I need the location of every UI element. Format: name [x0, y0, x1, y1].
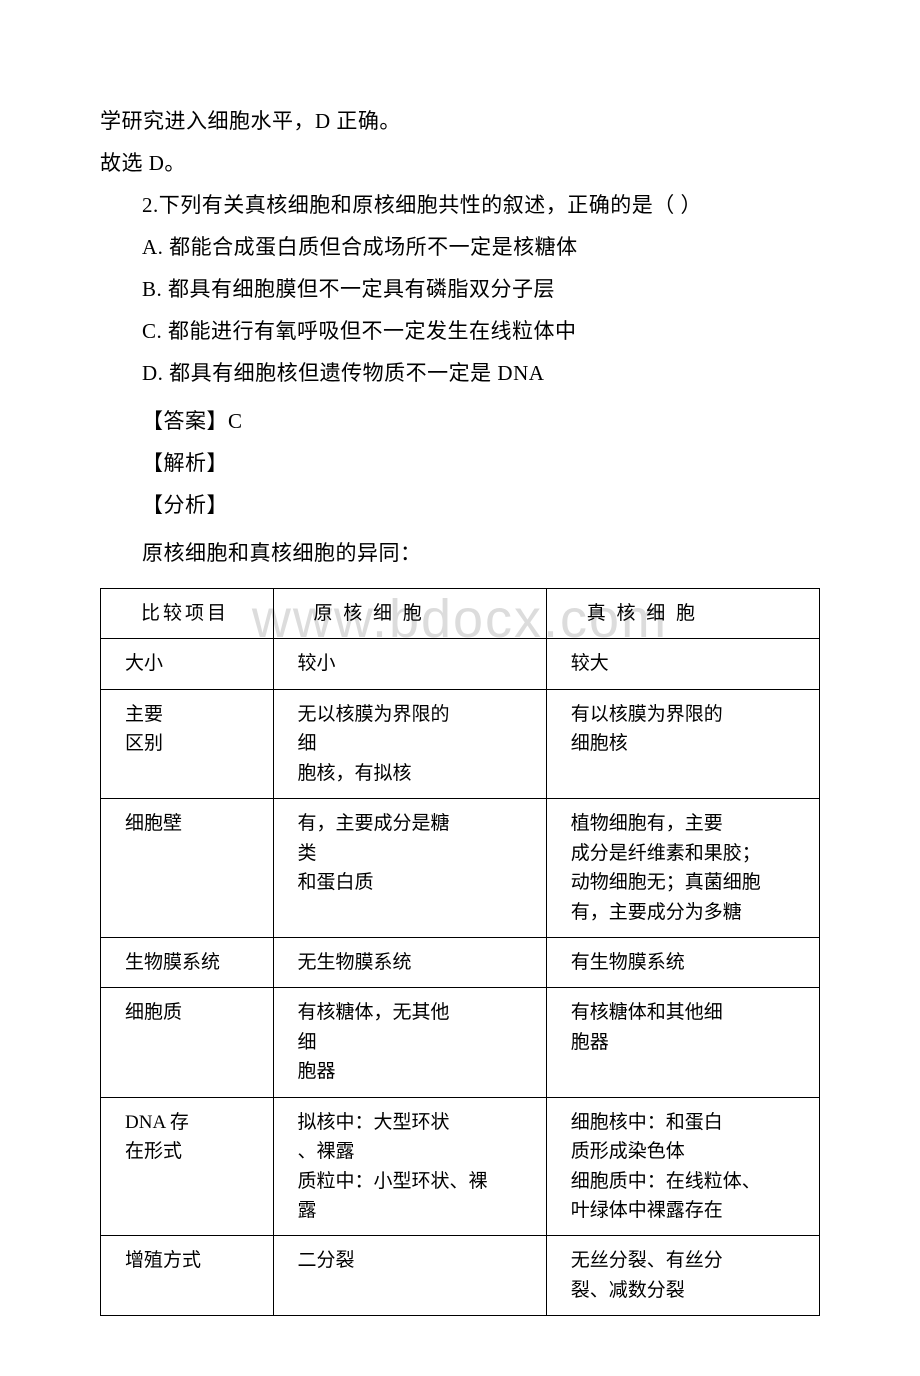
document-content: 学研究进入细胞水平，D 正确。 故选 D。 2.下列有关真核细胞和原核细胞共性的…: [100, 100, 820, 1316]
table-cell: 无以核膜为界限的细胞核，有拟核: [273, 689, 546, 798]
table-cell: 较大: [546, 639, 819, 689]
comparison-table: 比较项目原 核 细 胞真 核 细 胞大小较小较大主要区别无以核膜为界限的细胞核，…: [100, 588, 820, 1316]
table-cell: 有核糖体，无其他细胞器: [273, 988, 546, 1097]
table-row: 细胞质有核糖体，无其他细胞器有核糖体和其他细胞器: [101, 988, 820, 1097]
table-cell: 较小: [273, 639, 546, 689]
option-b: B. 都具有细胞膜但不一定具有磷脂双分子层: [100, 268, 820, 310]
table-cell: 无丝分裂、有丝分裂、减数分裂: [546, 1236, 819, 1316]
option-d: D. 都具有细胞核但遗传物质不一定是 DNA: [100, 352, 820, 394]
table-cell: 有核糖体和其他细胞器: [546, 988, 819, 1097]
table-cell: 有以核膜为界限的细胞核: [546, 689, 819, 798]
table-row: 大小较小较大: [101, 639, 820, 689]
table-cell: 细胞壁: [101, 799, 274, 938]
table-cell: 有生物膜系统: [546, 937, 819, 987]
table-row: 主要区别无以核膜为界限的细胞核，有拟核有以核膜为界限的细胞核: [101, 689, 820, 798]
table-cell: 大小: [101, 639, 274, 689]
table-cell: 增殖方式: [101, 1236, 274, 1316]
table-cell: 有，主要成分是糖类和蛋白质: [273, 799, 546, 938]
table-header-cell: 真 核 细 胞: [546, 589, 819, 639]
prev-explain-line2: 故选 D。: [100, 142, 820, 184]
table-cell: 二分裂: [273, 1236, 546, 1316]
analysis-label: 【分析】: [100, 484, 820, 526]
table-row: 细胞壁有，主要成分是糖类和蛋白质植物细胞有，主要成分是纤维素和果胶；动物细胞无；…: [101, 799, 820, 938]
table-cell: 拟核中：大型环状、裸露质粒中：小型环状、裸露: [273, 1097, 546, 1236]
table-header-cell: 原 核 细 胞: [273, 589, 546, 639]
question-stem: 2.下列有关真核细胞和原核细胞共性的叙述，正确的是（ ）: [100, 184, 820, 226]
table-row: 增殖方式二分裂无丝分裂、有丝分裂、减数分裂: [101, 1236, 820, 1316]
option-c: C. 都能进行有氧呼吸但不一定发生在线粒体中: [100, 310, 820, 352]
table-cell: 细胞质: [101, 988, 274, 1097]
table-cell: 主要区别: [101, 689, 274, 798]
table-header-cell: 比较项目: [101, 589, 274, 639]
table-cell: 细胞核中：和蛋白质形成染色体细胞质中：在线粒体、叶绿体中裸露存在: [546, 1097, 819, 1236]
table-cell: 无生物膜系统: [273, 937, 546, 987]
table-row: 比较项目原 核 细 胞真 核 细 胞: [101, 589, 820, 639]
option-a: A. 都能合成蛋白质但合成场所不一定是核糖体: [100, 226, 820, 268]
table-cell: 生物膜系统: [101, 937, 274, 987]
table-cell: DNA 存在形式: [101, 1097, 274, 1236]
prev-explain-line1: 学研究进入细胞水平，D 正确。: [100, 100, 820, 142]
answer-label: 【答案】C: [100, 400, 820, 442]
table-intro: 原核细胞和真核细胞的异同：: [100, 532, 820, 574]
table-cell: 植物细胞有，主要成分是纤维素和果胶；动物细胞无；真菌细胞有，主要成分为多糖: [546, 799, 819, 938]
table-row: 生物膜系统无生物膜系统有生物膜系统: [101, 937, 820, 987]
explain-label: 【解析】: [100, 442, 820, 484]
table-row: DNA 存在形式拟核中：大型环状、裸露质粒中：小型环状、裸露细胞核中：和蛋白质形…: [101, 1097, 820, 1236]
